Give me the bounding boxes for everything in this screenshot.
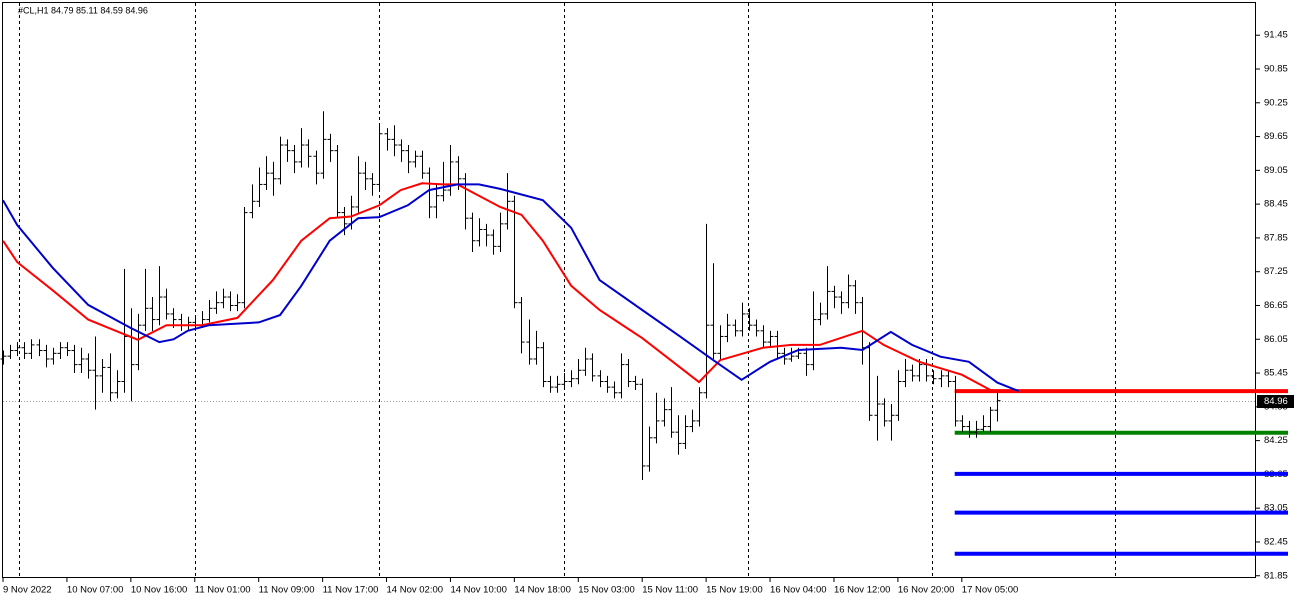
x-tick-label: 10 Nov 07:00 (67, 585, 124, 596)
x-tick-label: 16 Nov 04:00 (770, 585, 827, 596)
x-tick-label: 11 Nov 17:00 (323, 585, 379, 596)
chart-title: #CL,H1 84.79 85.11 84.59 84.96 (18, 5, 148, 15)
y-tick-label: 87.85 (1264, 232, 1288, 243)
x-tick-label: 15 Nov 11:00 (642, 585, 698, 596)
x-tick-label: 15 Nov 19:00 (706, 585, 763, 596)
x-tick-label: 9 Nov 2022 (3, 585, 52, 596)
y-tick-label: 85.45 (1264, 368, 1288, 379)
x-tick-label: 17 Nov 05:00 (962, 585, 1019, 596)
y-tick-label: 90.25 (1264, 97, 1288, 108)
x-tick-label: 16 Nov 20:00 (898, 585, 955, 596)
y-tick-label: 83.05 (1264, 503, 1288, 514)
moving-average (2, 183, 1019, 393)
x-tick-label: 14 Nov 18:00 (514, 585, 571, 596)
x-tick-label: 15 Nov 03:00 (578, 585, 635, 596)
y-tick-label: 89.65 (1264, 131, 1288, 142)
x-tick-label: 14 Nov 02:00 (387, 585, 444, 596)
y-tick-label: 89.05 (1264, 165, 1288, 176)
x-tick-label: 10 Nov 16:00 (131, 585, 188, 596)
x-tick-label: 11 Nov 01:00 (195, 585, 251, 596)
current-price-label: 84.96 (1264, 396, 1288, 407)
y-tick-label: 91.45 (1264, 30, 1288, 41)
y-tick-label: 86.05 (1264, 334, 1288, 345)
y-tick-label: 90.85 (1264, 64, 1288, 75)
ohlc-bars (0, 111, 1001, 481)
y-tick-label: 84.25 (1264, 435, 1288, 446)
moving-average (2, 182, 998, 393)
current-price-box (1257, 395, 1294, 408)
y-tick-label: 82.45 (1264, 536, 1288, 547)
y-tick-label: 87.25 (1264, 266, 1288, 277)
y-tick-label: 86.65 (1264, 300, 1288, 311)
x-tick-label: 11 Nov 09:00 (259, 585, 315, 596)
x-tick-label: 14 Nov 10:00 (450, 585, 507, 596)
x-tick-label: 16 Nov 12:00 (834, 585, 891, 596)
plot-frame (2, 2, 1256, 578)
y-tick-label: 81.85 (1264, 570, 1288, 581)
y-tick-label: 88.45 (1264, 199, 1288, 210)
